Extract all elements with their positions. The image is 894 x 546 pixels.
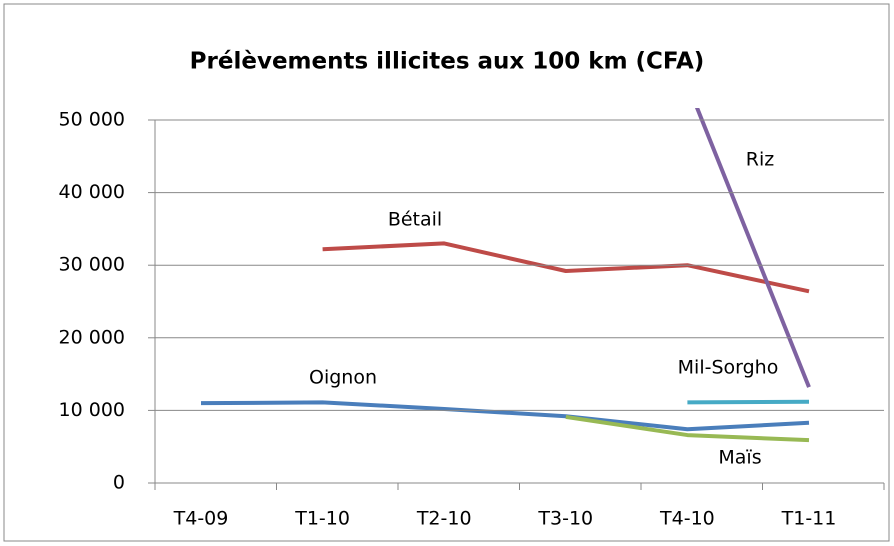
x-tick-label: T1-10 <box>294 508 350 530</box>
series-label: Mil-Sorgho <box>678 357 779 379</box>
series-label: Maïs <box>718 447 761 469</box>
y-tick-label: 30 000 <box>59 254 125 276</box>
x-tick-label: T4-10 <box>659 508 715 530</box>
series-label: Oignon <box>309 367 377 389</box>
series-line <box>565 414 810 443</box>
x-tick-label: T3-10 <box>537 508 593 530</box>
y-tick-label: 20 000 <box>59 326 125 348</box>
y-tick-label: 10 000 <box>59 399 125 421</box>
series-line <box>687 399 810 405</box>
y-tick-label: 50 000 <box>59 109 125 131</box>
chart-title: Prélèvements illicites aux 100 km (CFA) <box>190 49 705 75</box>
series-line <box>694 108 811 388</box>
y-tick-label: 40 000 <box>59 181 125 203</box>
y-tick-label: 0 <box>113 472 125 494</box>
x-tick-label: T1-11 <box>781 508 837 530</box>
series-label: Bétail <box>388 209 442 231</box>
series-label: Riz <box>746 149 774 171</box>
x-tick-label: T2-10 <box>416 508 472 530</box>
chart-frame <box>3 3 890 542</box>
plot-area <box>200 108 811 443</box>
series-line <box>322 241 810 294</box>
series-line <box>200 400 810 432</box>
x-tick-label: T4-09 <box>173 508 229 530</box>
